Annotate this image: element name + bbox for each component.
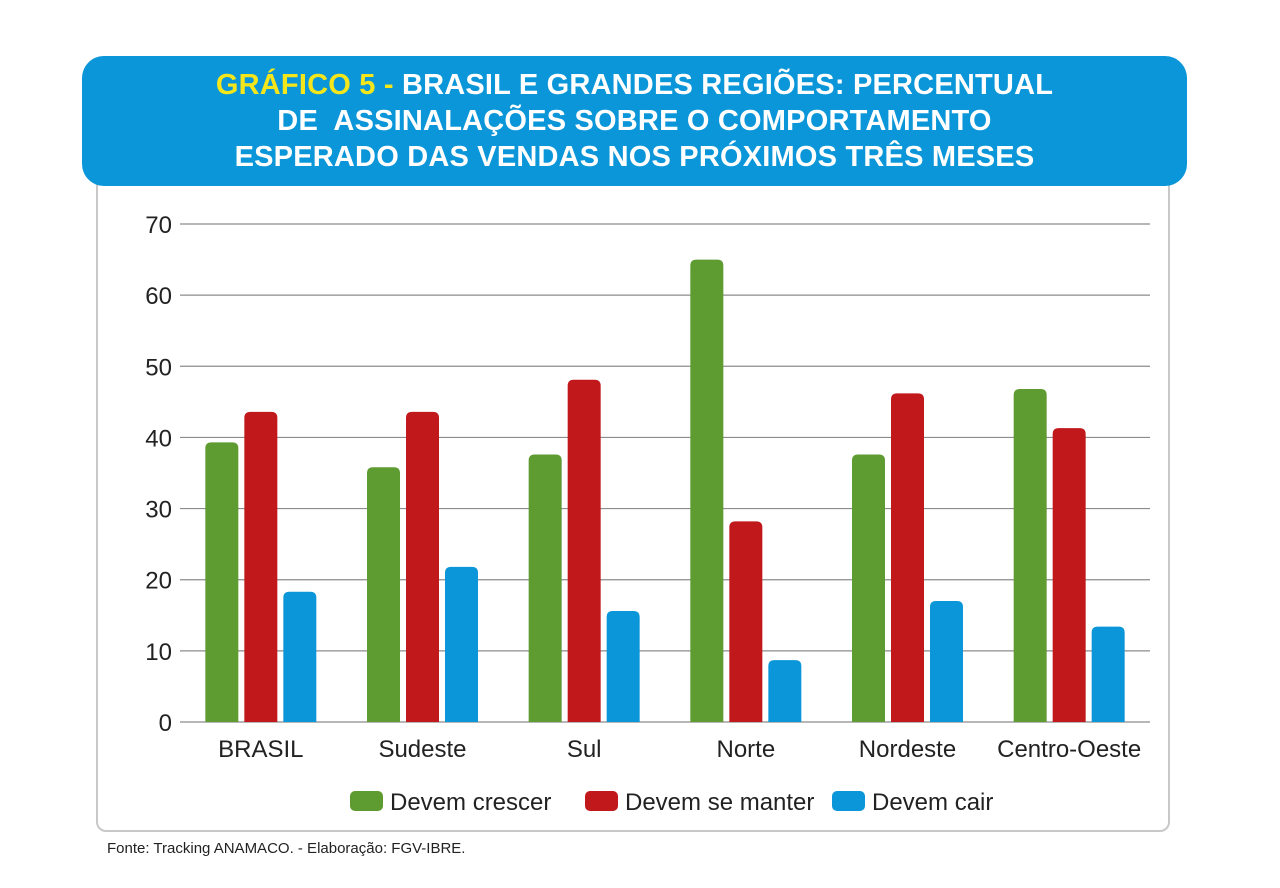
bar-sul-series-2 — [606, 611, 640, 722]
y-axis-ticks: 0 10 20 30 40 50 60 70 — [145, 212, 172, 737]
x-category-label: BRASIL — [218, 736, 303, 763]
bar-sudeste-series-1 — [406, 411, 439, 722]
title-line-1: GRÁFICO 5 - BRASIL E GRANDES REGIÕES: PE… — [216, 67, 1053, 103]
bar-nordeste-series-1 — [891, 393, 924, 722]
bar-norte-series-1 — [729, 521, 763, 722]
title-line-1-text: BRASIL E GRANDES REGIÕES: PERCENTUAL — [393, 69, 1054, 101]
x-category-label: Centro-Oeste — [997, 736, 1141, 763]
bars — [205, 259, 1125, 722]
legend-label: Devem cair — [872, 789, 993, 816]
source-note: Fonte: Tracking ANAMACO. - Elaboração: F… — [107, 840, 466, 857]
bar-brasil-series-2 — [283, 591, 317, 722]
title-line-2: DE ASSINALAÇÕES SOBRE O COMPORTAMENTO — [277, 105, 992, 137]
bar-nordeste-series-0 — [852, 454, 885, 722]
bar-centro-oeste-series-2 — [1091, 626, 1125, 722]
legend-label: Devem crescer — [390, 789, 551, 816]
title-line-3: ESPERADO DAS VENDAS NOS PRÓXIMOS TRÊS ME… — [234, 141, 1035, 173]
legend-swatch — [585, 791, 618, 811]
y-tick-label: 40 — [145, 425, 172, 452]
bar-brasil-series-1 — [244, 411, 278, 722]
grid-lines — [180, 223, 1150, 723]
y-tick-label: 30 — [145, 497, 172, 524]
bar-norte-series-2 — [768, 660, 802, 722]
bar-nordeste-series-2 — [930, 601, 963, 722]
x-axis-categories: BRASIL Sudeste Sul Norte Nordeste Centro-Oest… — [218, 736, 1141, 763]
bar-brasil-series-0 — [205, 442, 239, 722]
y-tick-label: 0 — [159, 710, 172, 737]
x-category-label: Norte — [716, 736, 775, 763]
legend-swatch — [350, 791, 383, 811]
y-tick-label: 70 — [145, 212, 172, 239]
chart-title-banner: GRÁFICO 5 - BRASIL E GRANDES REGIÕES: PE… — [82, 56, 1187, 186]
y-tick-label: 20 — [145, 568, 172, 595]
legend: Devem crescer Devem se manter Devem cair — [350, 789, 993, 816]
bar-sul-series-0 — [528, 454, 562, 722]
legend-label: Devem se manter — [625, 789, 814, 816]
y-tick-label: 10 — [145, 639, 172, 666]
x-category-label: Sudeste — [378, 736, 466, 763]
title-prefix: GRÁFICO 5 - — [215, 69, 394, 101]
bar-centro-oeste-series-1 — [1052, 428, 1086, 722]
bar-sul-series-1 — [567, 379, 601, 722]
bar-norte-series-0 — [690, 259, 724, 722]
x-category-label: Nordeste — [859, 736, 956, 763]
y-tick-label: 60 — [145, 283, 172, 310]
x-category-label: Sul — [567, 736, 602, 763]
bar-sudeste-series-2 — [445, 566, 478, 722]
bar-sudeste-series-0 — [367, 467, 400, 722]
y-tick-label: 50 — [145, 354, 172, 381]
legend-swatch — [832, 791, 865, 811]
bar-centro-oeste-series-0 — [1013, 389, 1047, 722]
